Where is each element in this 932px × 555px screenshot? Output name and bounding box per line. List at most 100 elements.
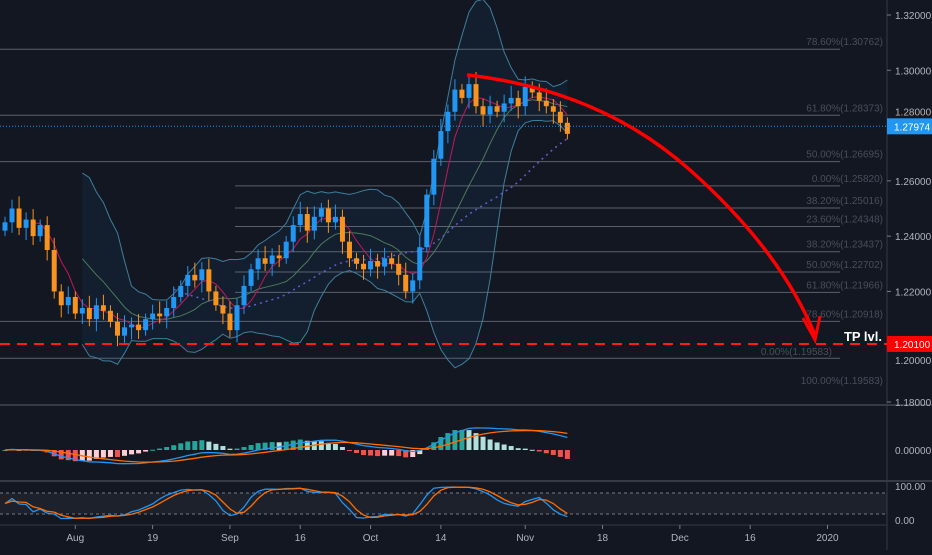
candle-down: [44, 225, 50, 250]
fib-level-label: 61.80%(1.28373): [806, 103, 883, 114]
time-tick-label: 14: [435, 533, 447, 544]
current-price-badge: [887, 118, 932, 135]
macd-histogram-bar: [438, 437, 444, 450]
candle-down: [325, 208, 331, 223]
stoch-top-label: 100.00: [895, 482, 926, 493]
candle-down: [396, 263, 402, 275]
candle-down: [480, 106, 486, 115]
fib-level-label: 78.60%(1.20918): [806, 309, 883, 320]
candle-down: [262, 258, 268, 264]
candle-down: [459, 89, 465, 98]
time-tick-label: Oct: [363, 533, 379, 544]
candle-up: [424, 194, 430, 248]
macd-histogram-bar: [178, 443, 184, 450]
macd-histogram-bar: [220, 446, 226, 450]
price-tick-label: 1.32000: [895, 11, 932, 22]
time-tick-label: 16: [295, 533, 307, 544]
macd-histogram-bar: [508, 446, 514, 450]
macd-histogram-bar: [346, 450, 352, 451]
macd-histogram-bar: [543, 450, 549, 454]
candle-up: [248, 269, 254, 286]
macd-histogram-bar: [269, 442, 275, 450]
candle-up: [234, 305, 240, 331]
candle-up: [79, 308, 85, 314]
candle-up: [23, 219, 29, 228]
candle-down: [494, 106, 500, 112]
macd-histogram-bar: [100, 450, 106, 458]
macd-histogram-bar: [473, 433, 479, 450]
current-price-label: 1.27974: [894, 122, 931, 133]
candle-up: [522, 86, 528, 107]
candle-down: [346, 241, 352, 259]
macd-histogram-bar: [227, 448, 233, 450]
time-tick-label: 16: [745, 533, 757, 544]
candle-down: [529, 86, 535, 93]
candle-down: [276, 255, 282, 259]
macd-histogram-bar: [339, 446, 345, 450]
price-tick-label: 1.30000: [895, 66, 932, 77]
macd-line: [4, 427, 568, 465]
candle-down: [114, 321, 120, 336]
time-tick-label: Dec: [671, 533, 689, 544]
macd-histogram-bar: [51, 450, 57, 457]
candle-down: [550, 106, 556, 112]
macd-histogram-bar: [297, 439, 303, 450]
candle-down: [157, 313, 163, 317]
macd-histogram-bar: [86, 450, 92, 461]
macd-histogram-bar: [255, 443, 261, 450]
candle-up: [93, 305, 99, 320]
candle-up: [445, 111, 451, 132]
macd-histogram-bar: [93, 450, 99, 459]
candle-down: [564, 122, 570, 134]
candle-up: [297, 214, 303, 226]
fib-level-label: 0.00%(1.25820): [812, 174, 883, 185]
macd-histogram-bar: [396, 450, 402, 457]
macd-histogram-bar: [318, 441, 324, 450]
candle-down: [220, 305, 226, 314]
macd-histogram-bar: [157, 448, 163, 450]
macd-histogram-bar: [206, 441, 212, 450]
candle-up: [143, 319, 149, 331]
candle-up: [283, 241, 289, 259]
macd-histogram-bar: [72, 450, 78, 462]
bollinger-lower-band: [81, 119, 568, 369]
macd-histogram-bar: [445, 433, 451, 450]
macd-histogram-bar: [501, 444, 507, 450]
candle-up: [438, 131, 444, 159]
macd-histogram-bar: [466, 430, 472, 450]
candle-down: [51, 249, 57, 292]
candle-down: [403, 274, 409, 292]
candle-down: [339, 216, 345, 242]
fib-level-label: 78.60%(1.30762): [806, 37, 883, 48]
price-tick-label: 1.24000: [895, 232, 932, 243]
candle-up: [501, 103, 507, 112]
candle-up: [410, 280, 416, 292]
macd-histogram-bar: [431, 442, 437, 450]
stoch-d-line: [4, 486, 568, 519]
macd-histogram-bar: [136, 450, 142, 454]
time-tick-label: Aug: [66, 533, 84, 544]
time-tick-label: 18: [597, 533, 609, 544]
time-tick-label: Nov: [516, 533, 534, 544]
candle-down: [304, 214, 310, 231]
candle-down: [361, 263, 367, 270]
candle-down: [86, 308, 92, 320]
macd-histogram-bar: [487, 439, 493, 450]
macd-histogram-bar: [304, 440, 310, 450]
candle-down: [375, 261, 381, 267]
bollinger-band-fill: [82, 0, 568, 368]
macd-histogram-bar: [332, 444, 338, 450]
price-tick-label: 1.26000: [895, 177, 932, 188]
arrow-head-icon: [801, 315, 822, 345]
macd-histogram-bar: [114, 450, 120, 457]
macd-histogram-bar: [122, 450, 128, 456]
candle-down: [389, 258, 395, 264]
macd-histogram-bar: [536, 450, 542, 452]
macd-histogram-bar: [143, 450, 149, 452]
time-tick-label: 2020: [816, 533, 839, 544]
candle-down: [72, 296, 78, 314]
candle-up: [417, 247, 423, 281]
candle-up: [255, 258, 261, 270]
fib-level-label: 50.00%(1.26695): [806, 150, 883, 161]
